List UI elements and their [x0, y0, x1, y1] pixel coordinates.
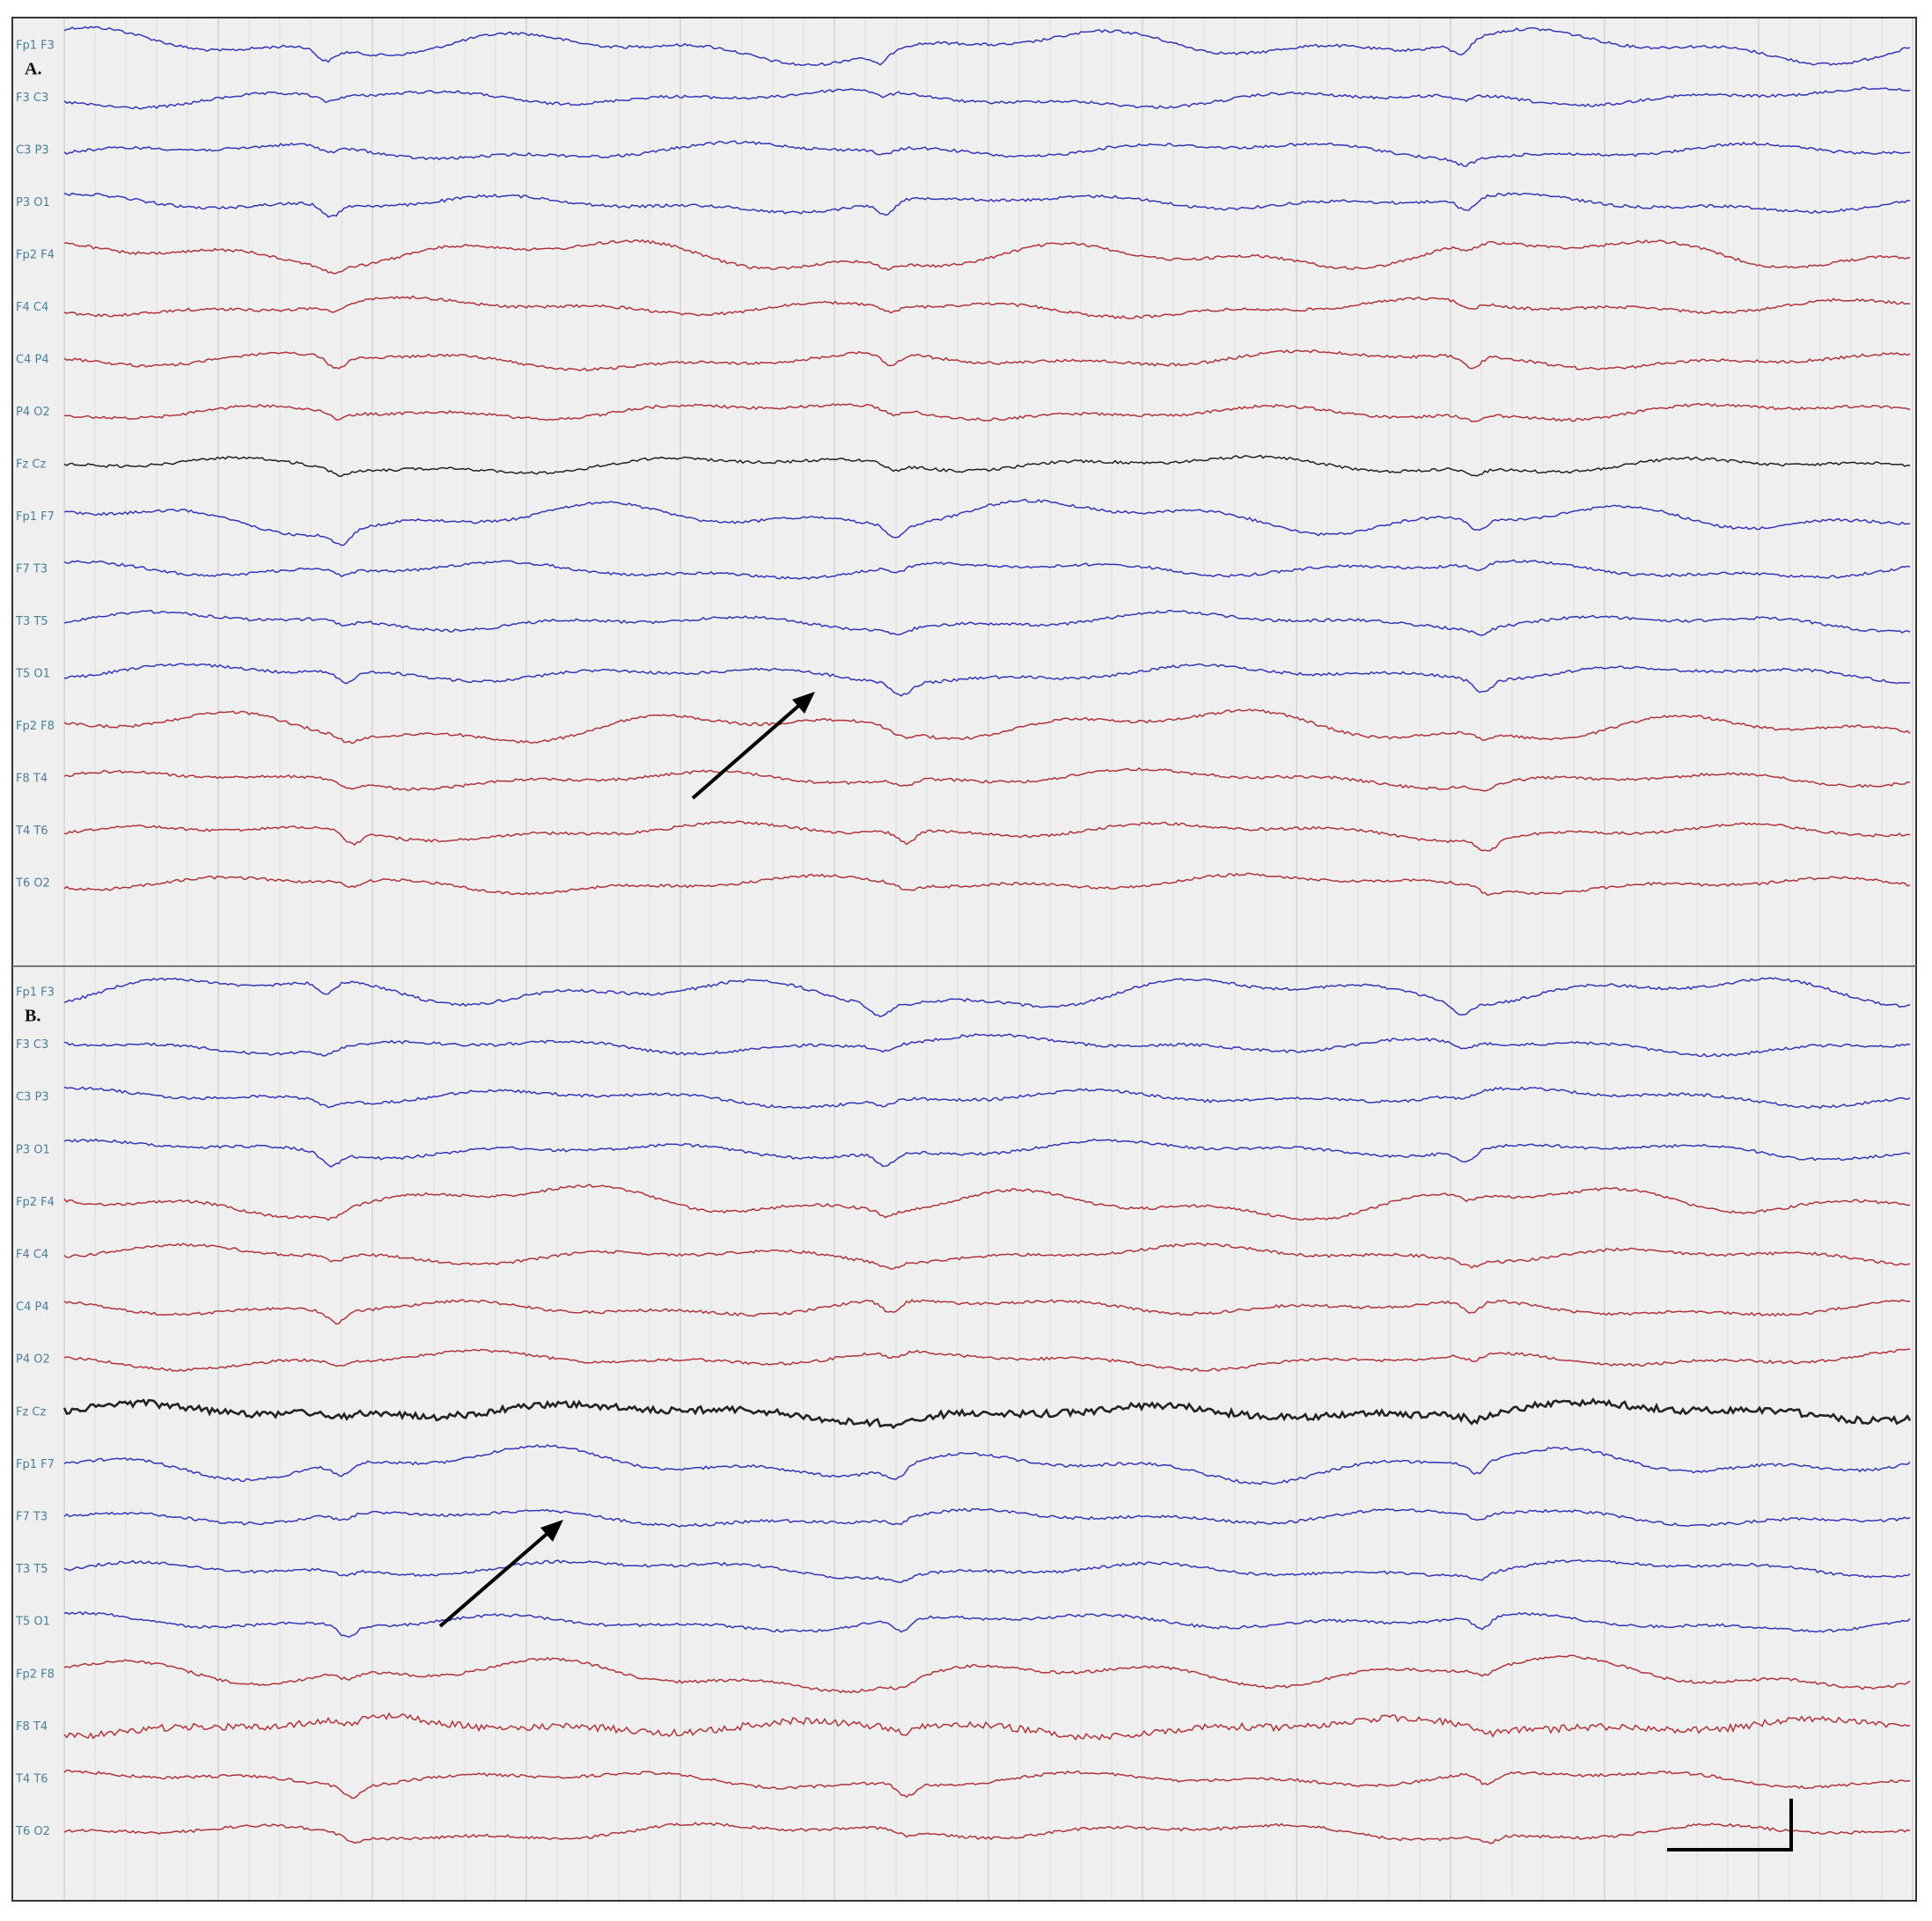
channel-label: Fp1 F7 — [16, 510, 55, 524]
eeg-trace — [63, 559, 1911, 580]
eeg-trace — [63, 708, 1911, 744]
channel-label: F4 C4 — [16, 1249, 48, 1262]
channel-label: T3 T5 — [15, 615, 48, 628]
eeg-trace — [63, 1507, 1911, 1528]
eeg-trace — [63, 402, 1911, 423]
eeg-trace — [63, 1086, 1911, 1110]
channel-label: F3 C3 — [16, 1038, 48, 1052]
channel-label: C4 P4 — [16, 1301, 49, 1314]
time-grid — [63, 18, 1914, 1900]
eeg-trace — [63, 26, 1911, 67]
panel-label: B. — [25, 1007, 40, 1026]
channel-label: C3 P3 — [16, 1091, 49, 1104]
eeg-trace — [63, 295, 1911, 319]
eeg-trace — [62, 1397, 1912, 1430]
arrow-b — [438, 1520, 563, 1628]
eeg-trace — [63, 1444, 1911, 1485]
channel-label: Fp2 F8 — [16, 720, 55, 733]
eeg-trace — [63, 1558, 1911, 1583]
channel-label: T6 O2 — [15, 877, 50, 891]
channel-label: P3 O1 — [16, 1143, 50, 1156]
eeg-trace — [63, 1348, 1911, 1373]
channel-label: F7 T3 — [16, 563, 48, 576]
channel-label: C4 P4 — [16, 354, 49, 367]
channel-label: T4 T6 — [15, 1773, 48, 1786]
eeg-trace — [64, 663, 1911, 697]
channel-label: Fp1 F7 — [16, 1458, 55, 1471]
arrow-a — [691, 692, 815, 800]
channel-label: T3 T5 — [15, 1563, 48, 1576]
scale-bar — [1667, 1799, 1793, 1851]
eeg-trace — [63, 140, 1911, 167]
channel-label: T6 O2 — [15, 1825, 50, 1838]
eeg-trace — [63, 609, 1911, 636]
eeg-trace — [63, 498, 1911, 546]
eeg-trace — [63, 1769, 1911, 1800]
channel-label: F4 C4 — [16, 301, 48, 314]
channel-label: F8 T4 — [16, 773, 48, 786]
labels: A. Fp1 F3 F3 C3 C3 P3 P3 O1 Fp2 F4 F4 C4 C4 P4 P… — [15, 40, 55, 1839]
eeg-trace — [63, 192, 1911, 218]
channel-label: Fp2 F8 — [16, 1668, 55, 1681]
channel-label: T5 O1 — [15, 668, 50, 681]
eeg-trace — [63, 1822, 1911, 1844]
eeg-trace — [63, 766, 1911, 792]
eeg-trace — [63, 977, 1911, 1018]
channel-label: Fp2 F4 — [16, 1196, 55, 1209]
channel-label: Fp2 F4 — [16, 249, 55, 262]
eeg-trace — [63, 1242, 1911, 1270]
eeg-trace — [63, 1299, 1911, 1325]
channel-label: Fp1 F3 — [16, 40, 55, 53]
eeg-trace — [63, 349, 1911, 372]
eeg-trace — [63, 1712, 1911, 1741]
channel-label: F8 T4 — [16, 1720, 48, 1734]
channel-label: F3 C3 — [16, 92, 48, 105]
channel-label: T4 T6 — [15, 825, 48, 838]
channel-label: F7 T3 — [16, 1511, 48, 1524]
channel-label: P4 O2 — [16, 406, 50, 419]
channel-label: C3 P3 — [16, 144, 49, 158]
eeg-trace — [63, 454, 1911, 477]
channel-label: P4 O2 — [16, 1353, 50, 1367]
eeg-trace — [63, 1610, 1911, 1638]
eeg-trace — [63, 1184, 1911, 1221]
traces — [62, 26, 1912, 1844]
channel-label: P3 O1 — [16, 196, 50, 209]
eeg-trace — [63, 238, 1911, 275]
eeg-trace — [63, 1138, 1911, 1168]
channel-label: T5 O1 — [15, 1616, 50, 1629]
eeg-trace — [63, 1654, 1911, 1694]
eeg-trace — [63, 1033, 1911, 1058]
channel-label: Fz Cz — [16, 458, 47, 472]
eeg-trace — [63, 86, 1911, 110]
channel-label: Fp1 F3 — [16, 986, 55, 1000]
eeg-trace — [64, 820, 1911, 852]
figure-frame — [11, 17, 1917, 1902]
channel-label: Fz Cz — [16, 1405, 47, 1419]
panel-label: A. — [25, 60, 41, 79]
eeg-trace — [63, 872, 1911, 897]
